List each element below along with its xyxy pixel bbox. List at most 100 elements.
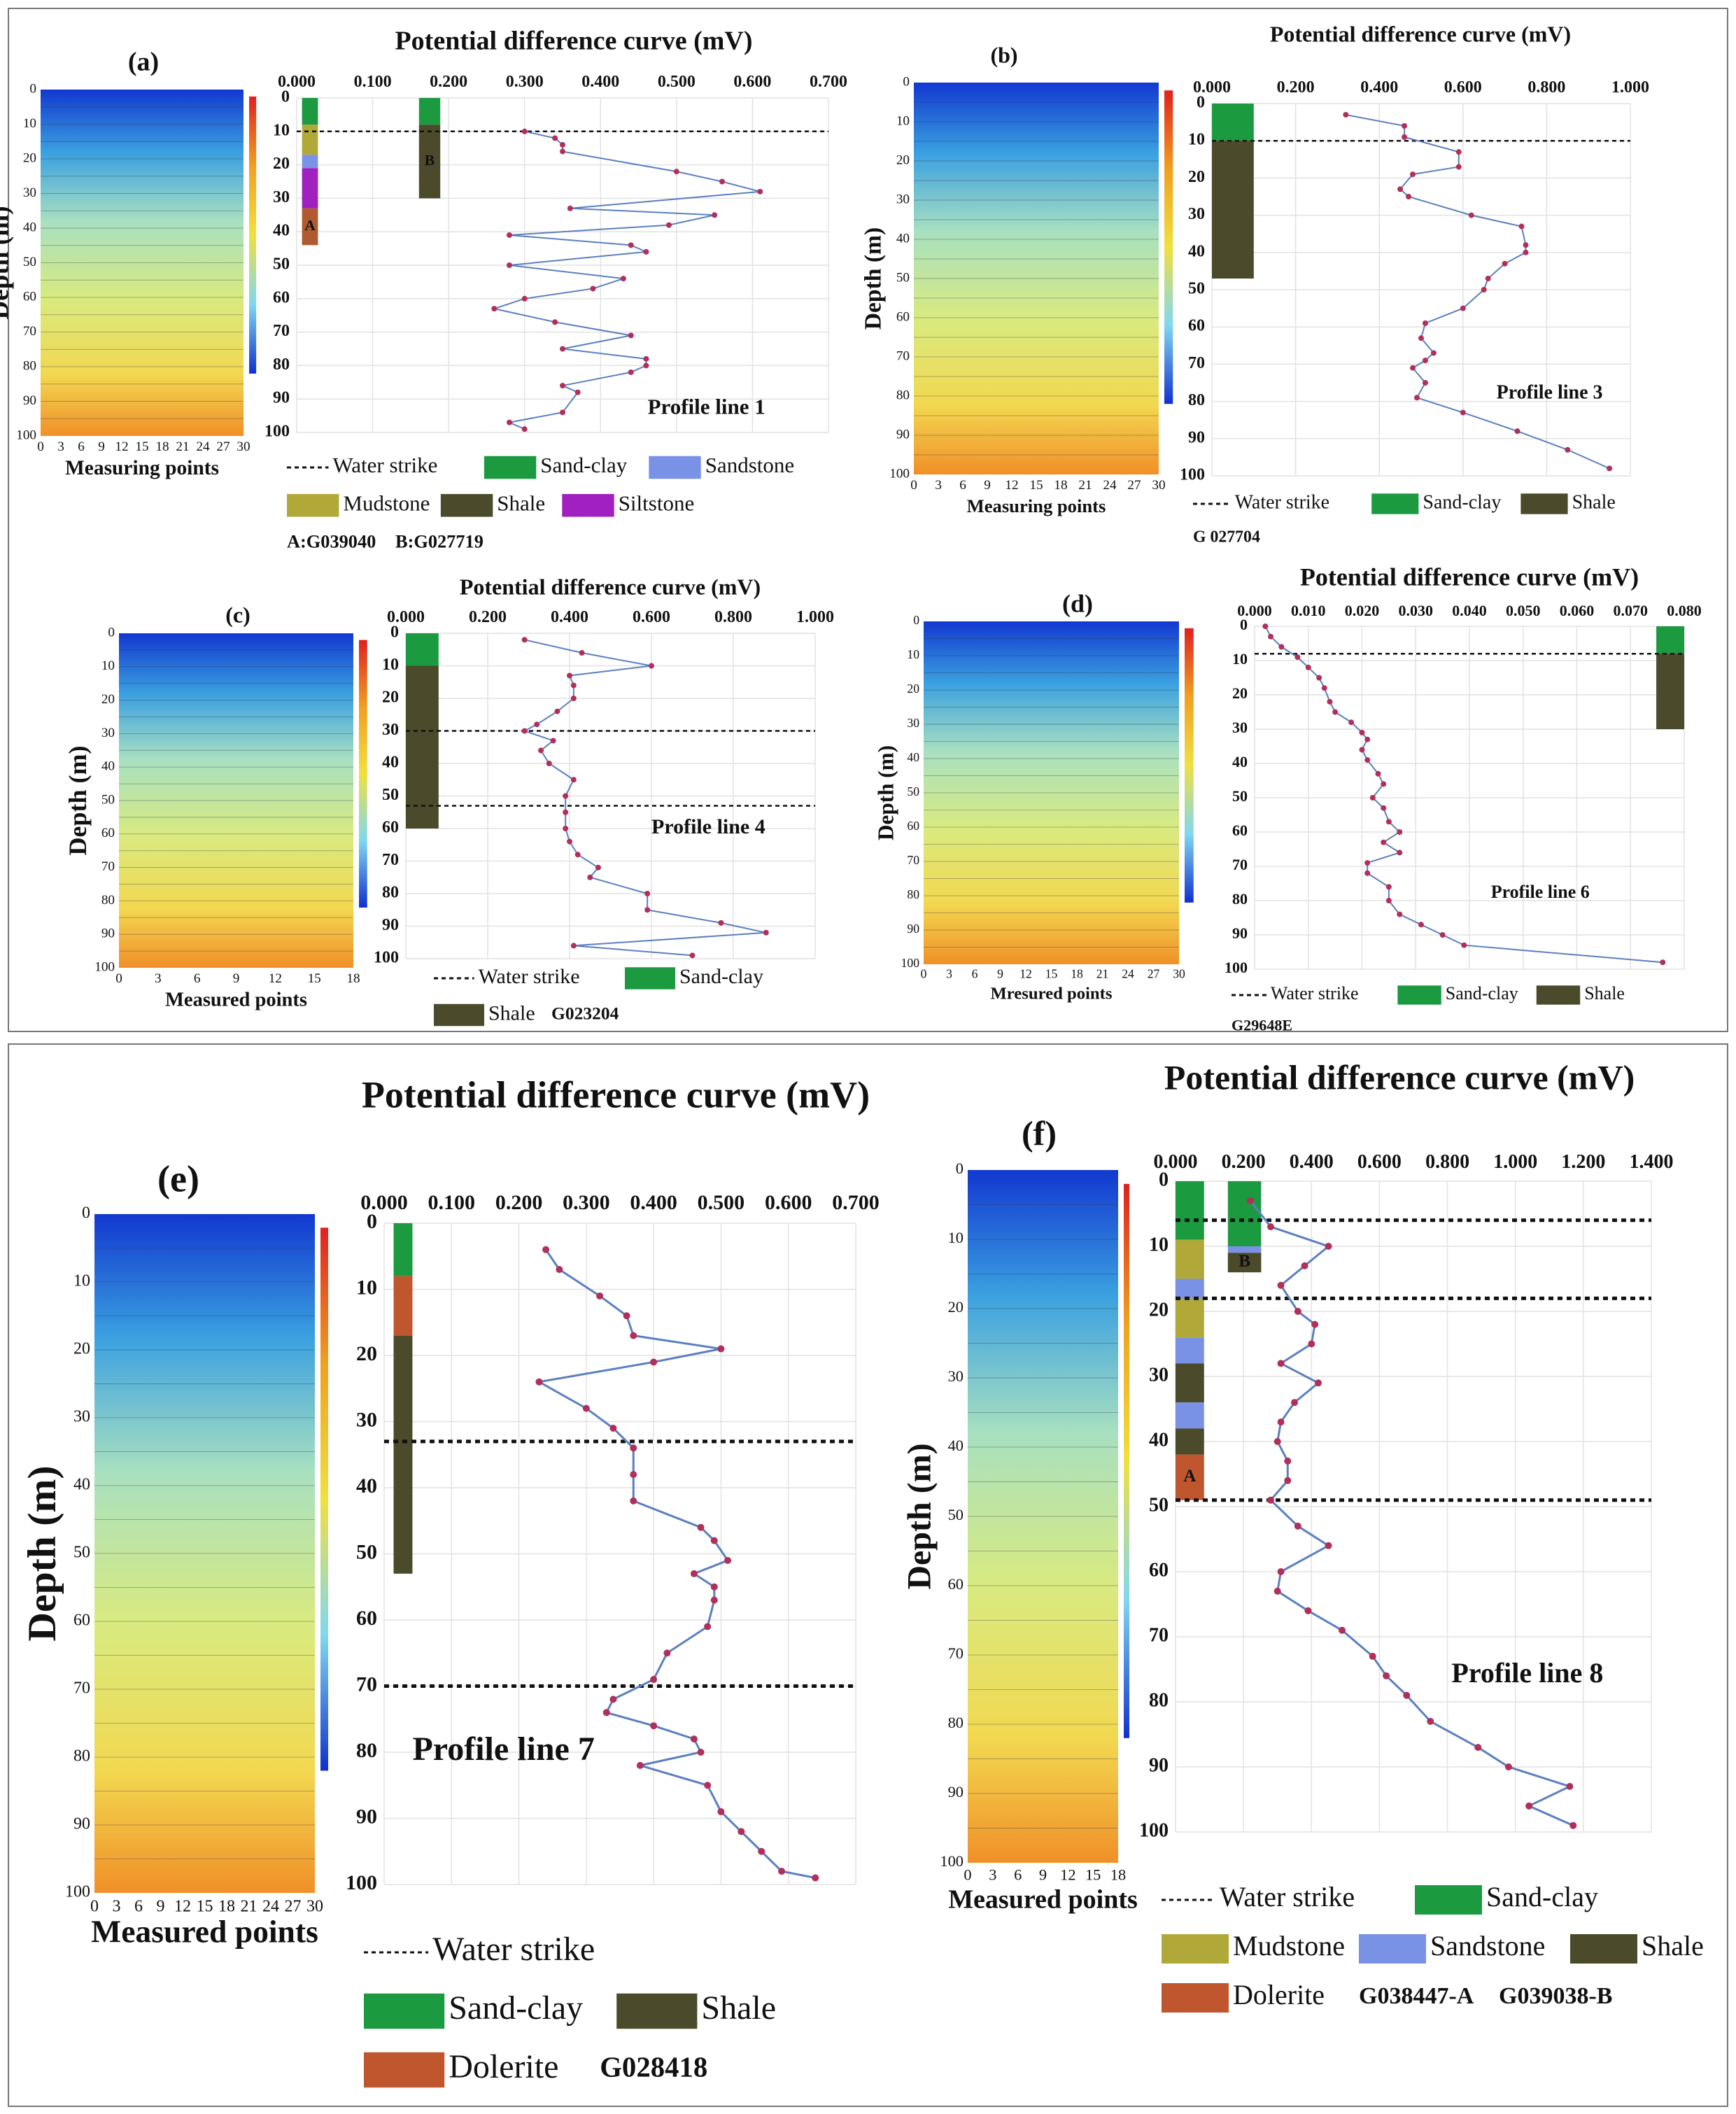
colorbar [1185, 628, 1194, 903]
heatmap-y-tick-label: 30 [101, 726, 115, 740]
legend-swatch [434, 1003, 484, 1027]
y-tick-label: 80 [356, 1739, 377, 1762]
y-tick-label: 10 [1188, 131, 1205, 149]
curve-point [812, 1874, 819, 1882]
curve-point [560, 409, 565, 416]
heatmap-x-label: Measured points [165, 989, 307, 1011]
heatmap-x-tick-label: 27 [1148, 966, 1160, 980]
curve-point [1607, 465, 1613, 472]
curve-point [507, 232, 512, 238]
heatmap-y-tick-label: 60 [23, 289, 36, 304]
y-tick-label: 100 [1225, 959, 1248, 976]
heatmap-y-tick-label: 30 [907, 716, 919, 730]
x-tick-label: 0.800 [1527, 78, 1565, 97]
curve-point [609, 1424, 617, 1432]
curve-point [1565, 446, 1571, 453]
curve-point [1369, 795, 1376, 801]
legend-swatch [364, 2052, 445, 2088]
curve-point [644, 891, 651, 896]
curve-point [1267, 1223, 1274, 1231]
curve-point [570, 682, 577, 689]
x-tick-label: 0.000 [278, 73, 316, 91]
curve-point [644, 907, 651, 913]
heatmap-y-tick-label: 50 [948, 1506, 964, 1523]
heatmap-y-tick-label: 30 [948, 1367, 964, 1385]
heatmap-x-tick-label: 3 [989, 1866, 996, 1884]
y-tick-label: 90 [273, 389, 290, 407]
heatmap-x-tick-label: 24 [196, 439, 210, 454]
curve-point [507, 419, 512, 425]
curve-point [1325, 1243, 1332, 1250]
heatmap-y-tick-label: 100 [889, 466, 910, 481]
curve-point [1268, 633, 1274, 640]
heatmap-y-tick-label: 90 [23, 393, 36, 408]
heatmap-x-tick-label: 18 [1054, 478, 1067, 493]
legend-swatch [1520, 493, 1568, 514]
legend-label: Shale [488, 1001, 535, 1024]
y-tick-label: 0 [1197, 94, 1205, 112]
curve-point [546, 761, 552, 766]
heatmap-x-tick-label: 21 [1078, 478, 1092, 493]
heatmap-y-label: Depth (m) [64, 746, 92, 856]
curve-point [1277, 1418, 1285, 1426]
curve-point [1343, 111, 1349, 118]
note: G023204 [551, 1003, 619, 1023]
y-tick-label: 100 [264, 423, 290, 441]
legend-swatch [1415, 1885, 1482, 1915]
curve-point [643, 355, 649, 362]
y-tick-label: 30 [1188, 205, 1205, 223]
curve-point [1481, 287, 1487, 293]
curve-point [560, 383, 565, 389]
heatmap-y-tick-label: 30 [896, 192, 910, 206]
heatmap-y-tick-label: 10 [896, 113, 910, 128]
curve-point [1294, 654, 1301, 661]
curve-point [521, 637, 528, 643]
heatmap-y-tick-label: 0 [108, 625, 115, 640]
heatmap-x-tick-label: 6 [194, 971, 201, 986]
heatmap-y-tick-label: 70 [907, 853, 919, 867]
heatmap-y-tick-label: 100 [94, 959, 115, 974]
curve-point [628, 332, 634, 339]
heatmap-y-tick-label: 70 [23, 324, 36, 339]
curve-point [1316, 675, 1322, 681]
curve-point [1525, 1802, 1533, 1810]
curve-point [1439, 932, 1446, 938]
curve-point [643, 248, 649, 255]
heatmap-y-label: Depth (m) [861, 227, 887, 330]
lithology-layer [1212, 141, 1254, 279]
heatmap-x-tick-label: 15 [308, 971, 321, 986]
curve-point [1410, 171, 1416, 178]
curve-point [1277, 1281, 1285, 1289]
curve-point [609, 1696, 617, 1703]
curve-point [1518, 223, 1525, 230]
curve-point [1474, 1744, 1482, 1752]
curve-point [1397, 186, 1404, 192]
heatmap-y-tick-label: 40 [101, 759, 115, 774]
y-tick-label: 20 [1149, 1299, 1169, 1320]
curve-point [535, 1378, 543, 1386]
y-tick-label: 60 [1188, 317, 1205, 335]
y-tick-label: 40 [1232, 753, 1248, 770]
heatmap-y-tick-label: 100 [65, 1883, 90, 1901]
heatmap-y-tick-label: 40 [896, 231, 910, 246]
legend-label: Shale [1572, 491, 1616, 513]
curve-point [1332, 709, 1339, 715]
legend-swatch [1162, 1934, 1229, 1964]
legend-label: Sandstone [1430, 1930, 1545, 1961]
heatmap-x-tick-label: 30 [1173, 966, 1185, 980]
heatmap-x-tick-label: 3 [935, 478, 942, 493]
annotation: Profile line 8 [1451, 1657, 1603, 1689]
heatmap-y-tick-label: 0 [82, 1204, 90, 1222]
y-tick-label: 80 [1188, 391, 1205, 409]
heatmap-y-tick-label: 80 [896, 388, 910, 402]
curve-point [717, 1808, 725, 1816]
heatmap-x-tick-label: 15 [1045, 966, 1058, 980]
x-tick-label: 0.050 [1506, 602, 1541, 619]
curve-point [570, 777, 577, 783]
lithology-layer [406, 665, 439, 829]
heatmap-x-tick-label: 30 [306, 1898, 323, 1916]
heatmap-x-label: Measured points [91, 1913, 318, 1949]
heatmap-x-tick-label: 12 [1060, 1866, 1075, 1884]
curve-point [1339, 1626, 1346, 1634]
